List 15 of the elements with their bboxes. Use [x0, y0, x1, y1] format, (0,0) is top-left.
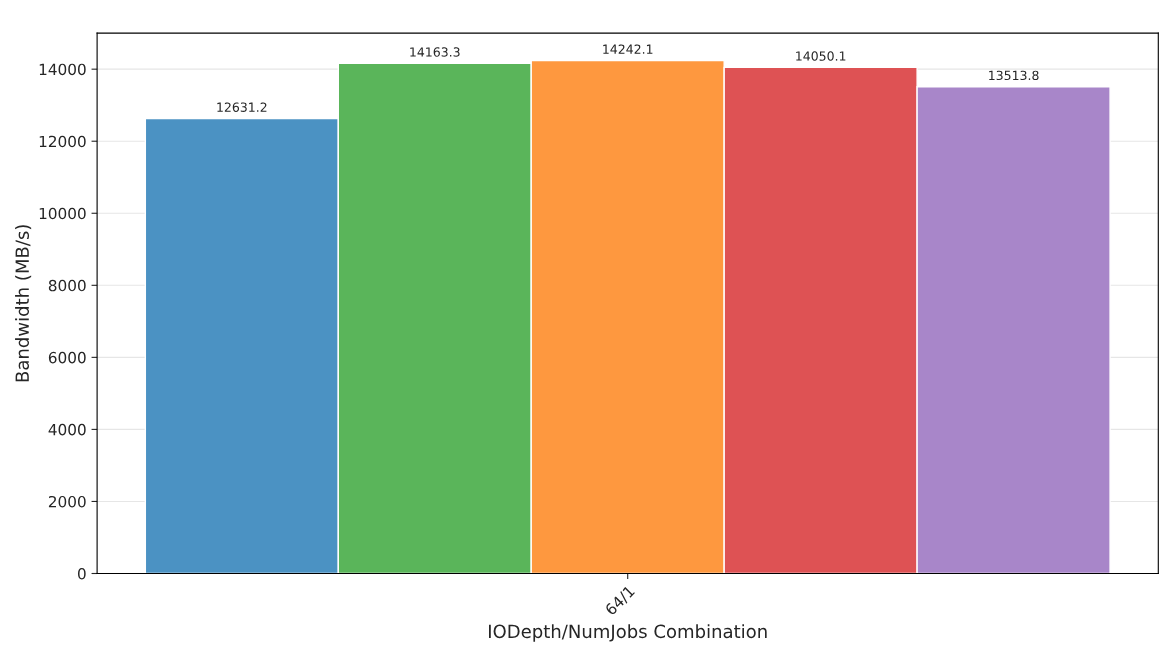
data-label: 12631.2	[217, 102, 267, 112]
data-label: 14242.1	[603, 44, 653, 54]
y-tick-label: 4000	[48, 423, 86, 436]
data-label: 13513.8	[989, 70, 1039, 81]
y-tick-label: 14000	[39, 63, 86, 76]
y-tick-label: 2000	[48, 495, 86, 508]
y-tick-label: 10000	[39, 207, 86, 220]
y-axis-title: Bandwidth (MB/s)	[15, 225, 32, 382]
data-label: 14163.3	[410, 47, 460, 57]
y-tick-label: 0	[77, 567, 86, 580]
y-tick-label: 6000	[48, 351, 86, 364]
y-tick-label: 8000	[48, 279, 86, 292]
x-axis-title: IODepth/NumJobs Combination	[489, 624, 767, 642]
data-label: 14050.1	[796, 51, 846, 61]
y-tick-label: 12000	[39, 135, 86, 148]
